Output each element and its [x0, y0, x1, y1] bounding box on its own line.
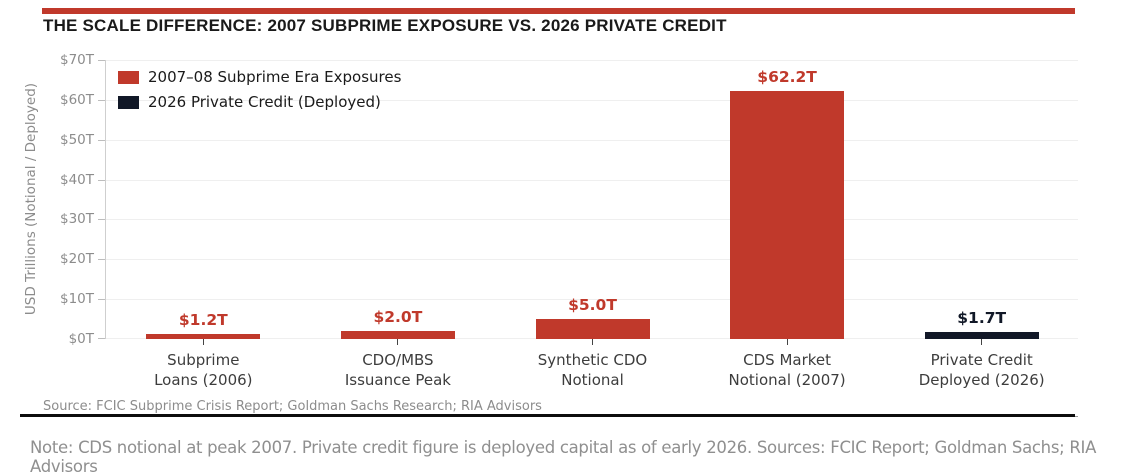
- y-tick-label: $40T: [59, 171, 94, 188]
- y-tick-label: $50T: [59, 131, 94, 148]
- gridline: [106, 219, 1078, 221]
- bar-1: [146, 334, 261, 339]
- y-tick-label: $10T: [59, 291, 94, 308]
- bar-4: [730, 91, 845, 339]
- bar-2: [340, 331, 455, 339]
- category-label: Private Credit Deployed (2026): [918, 351, 1045, 390]
- y-tick-mark: [98, 299, 105, 301]
- bar-value-label: $5.0T: [568, 296, 617, 315]
- x-tick-mark: [397, 339, 399, 345]
- y-tick-mark: [98, 219, 105, 221]
- divider-rule: [20, 414, 1075, 417]
- y-tick-label: $0T: [68, 331, 94, 347]
- category-label: Synthetic CDO Notional: [537, 351, 648, 390]
- gridline: [106, 179, 1078, 181]
- bar-3: [535, 319, 650, 339]
- gridline: [106, 139, 1078, 141]
- gridline: [106, 60, 1078, 61]
- category-label: CDS Market Notional (2007): [728, 351, 846, 390]
- bar-value-label: $1.7T: [957, 309, 1007, 328]
- legend-row: 2026 Private Credit (Deployed): [118, 93, 401, 111]
- y-tick-mark: [98, 99, 105, 101]
- y-tick-label: $70T: [59, 52, 94, 68]
- bar-value-label: $1.2T: [178, 311, 228, 330]
- y-tick-label: $20T: [59, 251, 94, 268]
- page-title: THE SCALE DIFFERENCE: 2007 SUBPRIME EXPO…: [43, 16, 727, 35]
- category-label: CDO/MBS Issuance Peak: [344, 351, 451, 390]
- x-tick-mark: [592, 339, 593, 345]
- gridline: [106, 299, 1078, 301]
- footnote: Note: CDS notional at peak 2007. Private…: [30, 438, 1097, 473]
- y-tick-label: $30T: [59, 211, 94, 228]
- x-tick-mark: [202, 339, 204, 345]
- legend-swatch: [118, 95, 139, 109]
- legend-label: 2007–08 Subprime Era Exposures: [148, 68, 402, 86]
- y-axis-title: USD Trillions (Notional / Deployed): [23, 82, 39, 316]
- plot-area: $0T $10T $20T $30T $40T $50T $60T $70T $1.2T Subp…: [60, 52, 1078, 389]
- y-tick-label: $60T: [59, 91, 94, 108]
- legend-swatch: [118, 70, 139, 84]
- gridline: [106, 99, 1078, 101]
- y-tick-mark: [98, 60, 105, 61]
- bar-value-label: $2.0T: [373, 308, 423, 327]
- y-tick-mark: [98, 259, 105, 261]
- legend: 2007–08 Subprime Era Exposures 2026 Priva…: [118, 68, 401, 118]
- y-tick-mark: [98, 179, 105, 181]
- y-tick-mark: [98, 139, 105, 141]
- y-tick-mark: [98, 338, 105, 339]
- gridline: [106, 259, 1078, 261]
- bar-value-label: $62.2T: [757, 68, 817, 87]
- legend-label: 2026 Private Credit (Deployed): [148, 93, 381, 111]
- legend-row: 2007–08 Subprime Era Exposures: [118, 68, 401, 86]
- accent-bar: [42, 8, 1075, 14]
- bar-5: [924, 332, 1039, 339]
- x-tick-mark: [786, 339, 788, 345]
- x-tick-mark: [981, 339, 983, 345]
- category-label: Subprime Loans (2006): [154, 351, 253, 390]
